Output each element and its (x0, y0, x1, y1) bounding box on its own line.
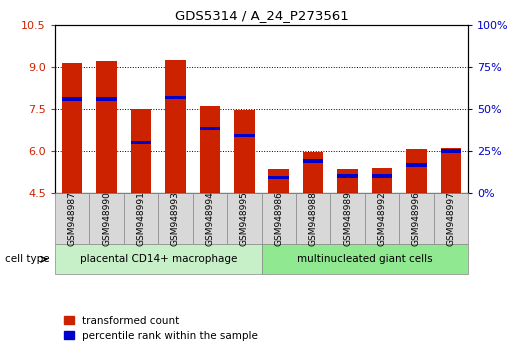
Bar (268, 169, 289, 193)
Bar (337, 169, 358, 193)
Bar (337, 174, 358, 178)
Legend: transformed count, percentile rank within the sample: transformed count, percentile rank withi… (60, 312, 262, 345)
Text: GSM948986: GSM948986 (274, 191, 283, 246)
Text: GDS5314 / A_24_P273561: GDS5314 / A_24_P273561 (175, 9, 348, 22)
Bar (165, 60, 186, 193)
Text: GSM948987: GSM948987 (67, 191, 77, 246)
Bar (303, 159, 323, 162)
Text: GSM948995: GSM948995 (240, 191, 249, 246)
Bar (268, 176, 289, 179)
Text: cell type: cell type (5, 254, 50, 264)
Bar (440, 149, 461, 153)
Text: GSM948988: GSM948988 (309, 191, 317, 246)
Bar (199, 127, 220, 130)
Bar (406, 163, 427, 167)
Bar (234, 110, 255, 193)
Text: GSM948993: GSM948993 (171, 191, 180, 246)
Bar (62, 63, 83, 193)
Bar (440, 148, 461, 193)
Bar (165, 96, 186, 99)
Text: GSM948991: GSM948991 (137, 191, 145, 246)
Bar (303, 152, 323, 193)
Bar (372, 174, 392, 178)
Bar (131, 109, 151, 193)
Bar (234, 134, 255, 137)
Text: GSM948997: GSM948997 (446, 191, 456, 246)
Text: GSM948992: GSM948992 (378, 191, 386, 246)
Bar (199, 106, 220, 193)
Bar (406, 149, 427, 193)
Bar (372, 168, 392, 193)
Bar (96, 61, 117, 193)
Text: GSM948989: GSM948989 (343, 191, 352, 246)
Text: placental CD14+ macrophage: placental CD14+ macrophage (79, 254, 237, 264)
Bar (96, 97, 117, 101)
Bar (131, 141, 151, 144)
Text: GSM948990: GSM948990 (102, 191, 111, 246)
Bar (62, 97, 83, 101)
Text: GSM948996: GSM948996 (412, 191, 421, 246)
Text: GSM948994: GSM948994 (206, 191, 214, 246)
Text: multinucleated giant cells: multinucleated giant cells (297, 254, 433, 264)
